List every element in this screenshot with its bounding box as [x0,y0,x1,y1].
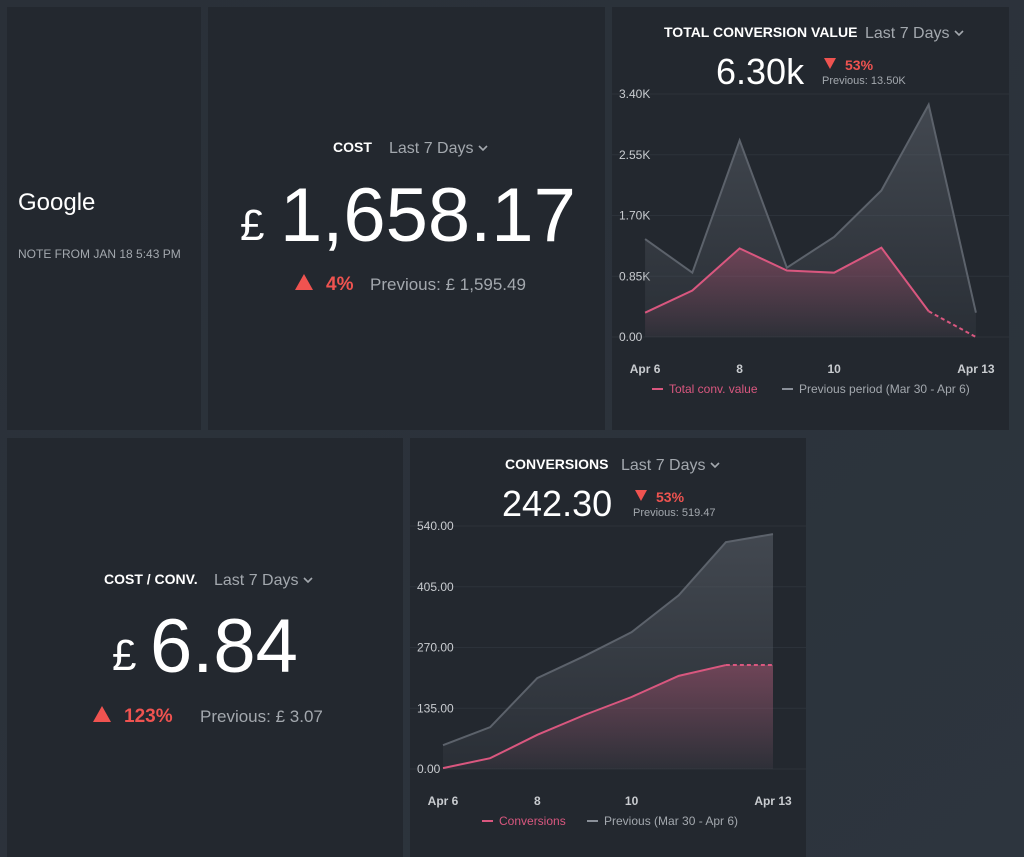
line [644,246,930,314]
area [645,247,976,337]
y-tick-label: 405.00 [417,580,454,594]
line [644,101,977,313]
change: 123% [124,706,173,727]
x-tick-label: 8 [736,362,743,376]
legend-label: Total conv. value [669,382,758,396]
projected-line [928,310,977,338]
change: 53% [656,489,685,505]
chevron[interactable] [303,577,313,584]
panel [208,7,605,430]
down-arrow [635,490,647,501]
x-tick-label: 10 [827,362,841,376]
widget-title: COST / CONV. [104,571,198,587]
kpi-value: 242.30 [502,483,612,524]
previous: Previous: 519.47 [633,507,716,519]
note-text: NOTE FROM JAN 18 5:43 PM [18,247,181,261]
y-tick-label: 0.85K [619,269,650,283]
line [442,533,774,747]
up-arrow [93,706,111,722]
x-tick-label: Apr 6 [428,794,459,808]
down-arrow [824,58,836,69]
panel [7,7,201,430]
currency: £ [112,631,136,680]
x-tick-label: Apr 13 [754,794,792,808]
legend-label: Previous (Mar 30 - Apr 6) [604,814,738,828]
widget-title: COST [333,139,372,155]
period[interactable]: Last 7 Days [214,572,298,589]
currency: £ [240,201,264,250]
y-tick-label: 3.40K [619,87,650,101]
previous: Previous: £ 3.07 [200,707,323,726]
change: 4% [326,274,354,295]
y-tick-label: 0.00 [417,762,441,776]
note-title: Google [18,189,95,216]
chevron[interactable] [478,145,488,152]
panel [7,438,403,857]
legend-label: Previous period (Mar 30 - Apr 6) [799,382,970,396]
widget-title: CONVERSIONS [505,456,608,472]
area [443,665,773,769]
change: 53% [845,57,874,73]
y-tick-label: 1.70K [619,209,650,223]
y-tick-label: 270.00 [417,641,454,655]
y-tick-label: 135.00 [417,701,454,715]
x-tick-label: 10 [625,794,639,808]
x-tick-label: 8 [534,794,541,808]
x-tick-label: Apr 6 [630,362,661,376]
x-tick-label: Apr 13 [957,362,995,376]
chevron[interactable] [954,30,964,37]
previous: Previous: £ 1,595.49 [370,275,526,294]
y-tick-label: 0.00 [619,330,643,344]
chevron[interactable] [710,462,720,469]
line [442,664,727,770]
kpi-value: 6.30k [716,51,805,92]
period[interactable]: Last 7 Days [865,25,949,42]
up-arrow [295,274,313,290]
previous: Previous: 13.50K [822,75,906,87]
period[interactable]: Last 7 Days [621,457,705,474]
y-tick-label: 540.00 [417,519,454,533]
widget-title: TOTAL CONVERSION VALUE [664,24,857,40]
kpi-value: 1,658.17 [280,173,576,258]
period[interactable]: Last 7 Days [389,140,473,157]
legend-label: Conversions [499,814,566,828]
kpi-value: 6.84 [150,604,298,689]
y-tick-label: 2.55K [619,148,650,162]
